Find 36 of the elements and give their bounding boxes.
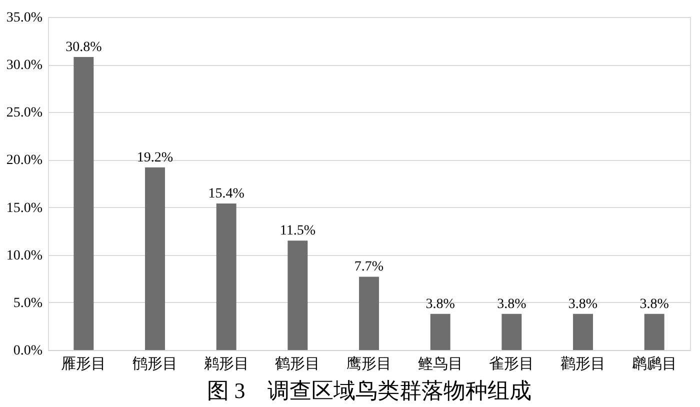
data-label: 7.7% bbox=[354, 260, 384, 275]
y-tick-label: 30.0% bbox=[6, 58, 43, 74]
text: 图 3 调查区域鸟类群落物种组成 bbox=[206, 378, 532, 403]
y-tick-label: 0.0% bbox=[13, 344, 43, 358]
x-tick-label: 鸻形目 bbox=[132, 356, 178, 372]
x-tick-label: 䴙䴘目 bbox=[632, 356, 677, 372]
bar bbox=[74, 56, 94, 350]
data-label: 3.8% bbox=[640, 296, 670, 312]
x-tick-label: 鹈形目 bbox=[204, 356, 249, 372]
data-label: 15.4% bbox=[208, 186, 245, 202]
y-tick-label: 35.0% bbox=[6, 10, 43, 26]
x-tick-label: 鹳形目 bbox=[560, 356, 606, 372]
data-label: 3.8% bbox=[497, 296, 527, 312]
data-label: 3.8% bbox=[568, 296, 598, 312]
y-tick-label: 5.0% bbox=[13, 296, 43, 311]
bar bbox=[502, 314, 522, 350]
x-tick-label: 鲣鸟目 bbox=[418, 356, 463, 372]
data-label: 3.8% bbox=[426, 296, 456, 312]
y-tick-label: 20.0% bbox=[6, 153, 43, 168]
data-label: 30.8% bbox=[66, 40, 102, 55]
bar bbox=[430, 314, 450, 350]
x-tick-label: 鹰形目 bbox=[346, 356, 392, 372]
y-tick-label: 25.0% bbox=[6, 106, 43, 121]
bar bbox=[145, 167, 165, 350]
y-tick-label: 15.0% bbox=[6, 200, 43, 216]
bar bbox=[288, 240, 308, 350]
bar bbox=[644, 314, 664, 350]
data-label: 11.5% bbox=[280, 224, 316, 239]
data-label: 19.2% bbox=[136, 150, 174, 166]
bar bbox=[359, 276, 379, 350]
y-tick-label: 10.0% bbox=[6, 248, 43, 264]
bar bbox=[573, 314, 593, 350]
x-tick-label: 鹤形目 bbox=[275, 356, 320, 372]
x-tick-label: 雁形目 bbox=[61, 356, 106, 372]
x-tick-label: 雀形目 bbox=[489, 356, 534, 372]
bar bbox=[216, 203, 236, 350]
